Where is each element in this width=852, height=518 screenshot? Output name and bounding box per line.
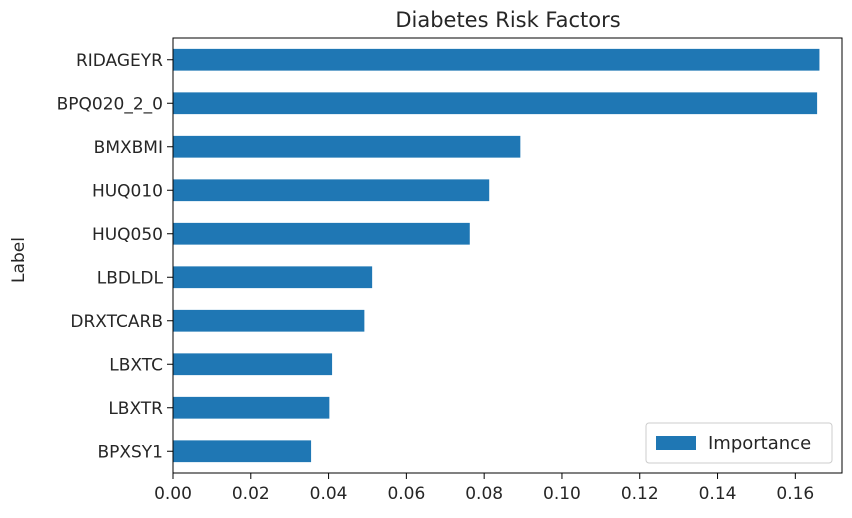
y-axis-label: Label <box>9 237 29 283</box>
x-tick-label: 0.16 <box>776 484 814 504</box>
y-tick-label: LBXTC <box>109 355 163 375</box>
y-tick-label: BMXBMI <box>94 138 163 158</box>
x-tick-label: 0.00 <box>154 484 192 504</box>
bars-group <box>173 48 820 463</box>
plot-area-frame <box>172 37 843 474</box>
bar-ridageyr <box>173 48 820 71</box>
x-tick-label: 0.14 <box>699 484 737 504</box>
legend: Importance <box>645 422 833 464</box>
legend-label: Importance <box>708 433 811 454</box>
bar-drxtcarb <box>173 309 365 332</box>
y-tick-label: HUQ050 <box>92 225 163 245</box>
y-tick-label: LBXTR <box>108 399 163 419</box>
bar-lbxtc <box>173 353 333 376</box>
y-tick-label: LBDLDL <box>97 268 164 288</box>
bar-lbdldl <box>173 266 373 289</box>
bar-bmxbmi <box>173 135 521 158</box>
y-tick-label: BPXSY1 <box>97 442 163 462</box>
x-tick-label: 0.04 <box>310 484 348 504</box>
y-tick-label: RIDAGEYR <box>76 51 163 71</box>
x-tick-label: 0.06 <box>387 484 425 504</box>
bar-bpxsy1 <box>173 440 312 463</box>
bar-bpq020-2-0 <box>173 92 818 115</box>
x-tick-label: 0.12 <box>621 484 659 504</box>
y-tick-label: DRXTCARB <box>70 312 163 332</box>
bar-huq010 <box>173 179 490 202</box>
bar-lbxtr <box>173 396 330 419</box>
y-tick-label: HUQ010 <box>92 181 163 201</box>
x-tick-label: 0.10 <box>543 484 581 504</box>
legend-box <box>645 422 833 464</box>
x-tick-label: 0.08 <box>465 484 503 504</box>
x-tick-label: 0.02 <box>232 484 270 504</box>
y-ticks-group: RIDAGEYR BPQ020_2_0 BMXBMI HUQ010 HUQ050 LBDL… <box>57 51 173 462</box>
x-ticks-group: 0.00 0.02 0.04 0.06 0.08 0.10 0.12 0.14 0.16 <box>154 473 814 504</box>
legend-swatch <box>656 436 696 450</box>
bar-huq050 <box>173 222 470 245</box>
chart-title: Diabetes Risk Factors <box>395 8 620 32</box>
y-tick-label: BPQ020_2_0 <box>57 94 163 114</box>
